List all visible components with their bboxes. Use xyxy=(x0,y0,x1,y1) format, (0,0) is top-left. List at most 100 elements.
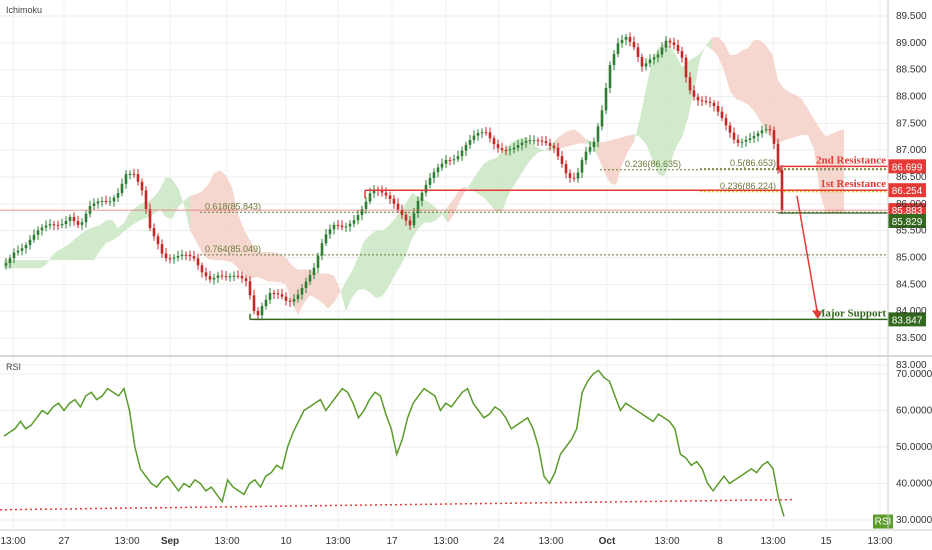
rsi-legend-label: RSI xyxy=(875,517,892,528)
cloud-segment xyxy=(40,260,46,269)
cloud-segment xyxy=(772,53,778,144)
price-tick-label: 83.500 xyxy=(896,333,927,344)
price-tick-label: 89.500 xyxy=(896,11,927,22)
candle-body xyxy=(380,190,384,193)
candle-body xyxy=(236,275,240,277)
candle-body xyxy=(232,275,236,277)
cloud-segment xyxy=(658,44,664,177)
cloud-segment xyxy=(376,230,382,299)
candle-body xyxy=(628,37,632,42)
candle-body xyxy=(604,87,608,111)
cloud-segment xyxy=(490,158,496,212)
cloud-segment xyxy=(220,170,226,261)
candle-body xyxy=(756,133,760,137)
candle-body xyxy=(352,220,356,224)
cloud-segment xyxy=(52,250,58,261)
cloud-segment xyxy=(364,234,370,293)
cloud-segment xyxy=(70,237,76,261)
candle-body xyxy=(456,156,460,160)
cloud-segment xyxy=(22,260,28,269)
level-annotation: Major Support xyxy=(815,307,886,319)
cloud-segment xyxy=(784,88,790,141)
time-tick-label: 8 xyxy=(717,536,723,547)
candle-body xyxy=(128,173,132,175)
forecast-arrowhead xyxy=(812,310,821,320)
cloud-segment xyxy=(742,48,748,105)
cloud-segment xyxy=(334,275,340,303)
candle-body xyxy=(192,256,196,259)
cloud-segment xyxy=(286,257,292,304)
candle-body xyxy=(164,253,168,259)
candle-body xyxy=(560,156,564,165)
candle-body xyxy=(100,200,104,202)
cloud-segment xyxy=(112,219,118,241)
cloud-segment xyxy=(790,92,796,139)
candle-body xyxy=(296,294,300,300)
candle-body xyxy=(24,245,28,249)
candle-body xyxy=(384,192,388,196)
candle-body xyxy=(104,200,108,202)
candle-body xyxy=(300,287,304,295)
candle-body xyxy=(760,130,764,134)
price-tick-label: 84.500 xyxy=(896,279,927,290)
candle-body xyxy=(480,132,484,134)
cloud-segment xyxy=(124,211,130,232)
candle-body xyxy=(448,159,452,161)
candle-body xyxy=(36,230,40,235)
cloud-segment xyxy=(604,140,610,184)
candle-body xyxy=(612,54,616,66)
candle-body xyxy=(616,43,620,55)
cloud-segment xyxy=(400,203,406,267)
indicator-label-rsi: RSI xyxy=(6,362,21,372)
candle-body xyxy=(340,225,344,227)
candle-body xyxy=(440,163,444,168)
cloud-segment xyxy=(814,119,820,194)
cloud-segment xyxy=(262,252,268,282)
candle-body xyxy=(520,142,524,146)
candle-body xyxy=(356,215,360,221)
candle-body xyxy=(596,126,600,142)
level-price-label: 86.699 xyxy=(892,162,923,173)
cloud-segment xyxy=(544,145,550,151)
candle-body xyxy=(40,227,44,231)
cloud-segment xyxy=(184,195,190,231)
candle-body xyxy=(132,173,136,175)
candle-body xyxy=(668,40,672,43)
cloud-segment xyxy=(202,185,208,259)
candle-body xyxy=(344,226,348,228)
time-tick-label: Sep xyxy=(161,536,179,547)
candle-body xyxy=(248,281,252,296)
cloud-segment xyxy=(622,135,628,165)
candle-body xyxy=(288,300,292,302)
candle-body xyxy=(684,57,688,78)
cloud-segment xyxy=(778,80,784,144)
current-low-label: 85.829 xyxy=(892,217,923,228)
price-tick-label: 89.000 xyxy=(896,38,927,49)
cloud-segment xyxy=(346,271,352,312)
candle-body xyxy=(648,59,652,64)
candle-body xyxy=(116,193,120,198)
candle-body xyxy=(228,276,232,278)
candle-body xyxy=(712,102,716,107)
fibonacci-levels: 0.618(85.843) 0.764(85.049) 0.236(86.635) 0… xyxy=(200,158,888,256)
candle-body xyxy=(336,224,340,226)
candle-body xyxy=(332,224,336,230)
candle-body xyxy=(696,96,700,101)
candle-body xyxy=(84,213,88,223)
cloud-segment xyxy=(736,50,742,102)
time-tick-label: Oct xyxy=(599,536,616,547)
cloud-segment xyxy=(616,137,622,186)
cloud-segment xyxy=(106,219,112,244)
cloud-segment xyxy=(676,54,682,147)
candle-body xyxy=(592,141,596,147)
candle-body xyxy=(524,141,528,143)
cloud-segment xyxy=(538,148,544,153)
time-tick-label: 15 xyxy=(820,536,832,547)
candle-body xyxy=(212,277,216,280)
rsi-tick-label: 70.0000 xyxy=(896,369,932,380)
candle-body xyxy=(416,200,420,214)
candle-body xyxy=(140,181,144,191)
candle-body xyxy=(620,39,624,44)
cloud-segment xyxy=(562,130,568,149)
